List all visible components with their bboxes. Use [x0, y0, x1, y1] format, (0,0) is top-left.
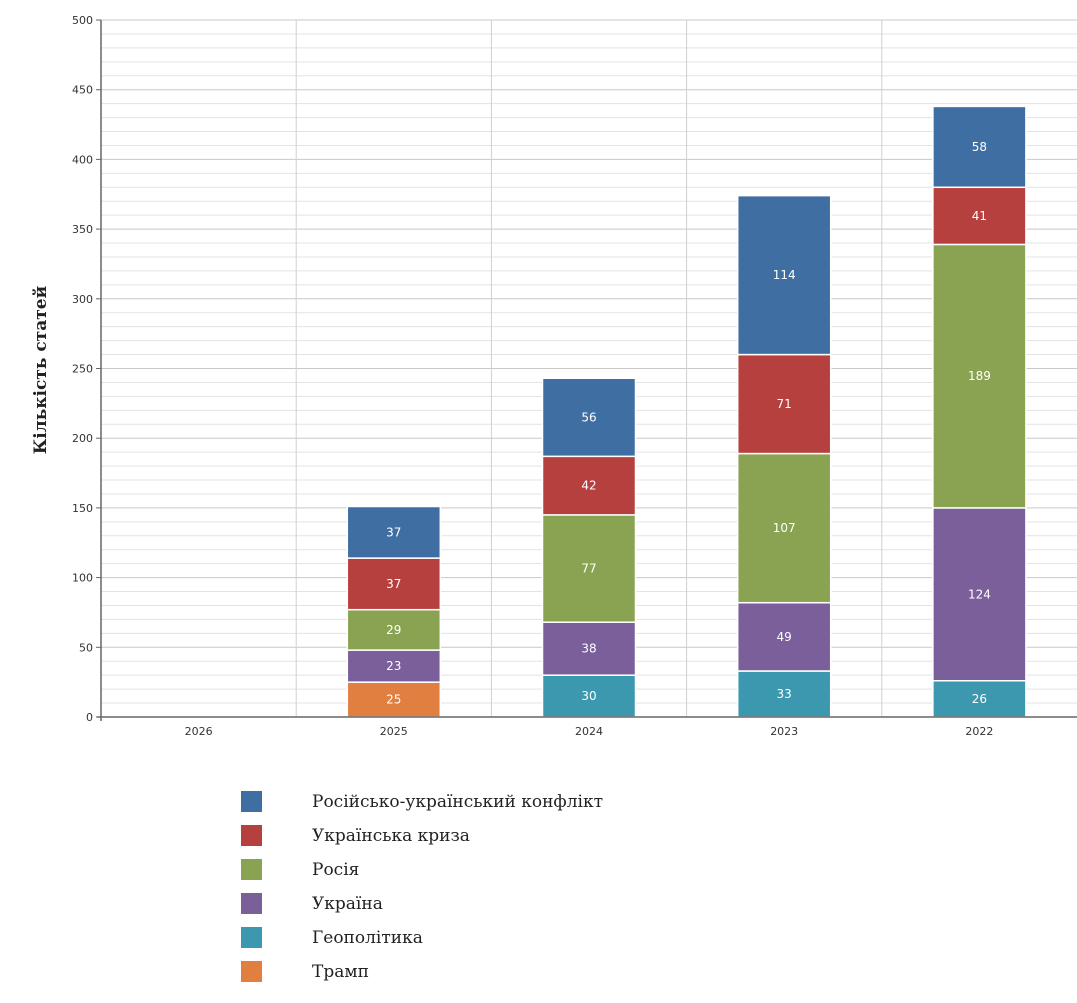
x-tick-label: 2026: [185, 725, 213, 738]
bar-segment: [346, 505, 442, 559]
bar-segment: [736, 452, 832, 604]
legend-swatch: [241, 859, 262, 880]
y-tick-label: 250: [72, 363, 93, 376]
bar-value-label: 37: [386, 525, 401, 539]
legend-swatch: [241, 825, 262, 846]
legend: Російсько-український конфлікт Українська…: [241, 791, 603, 982]
bar-value-label: 26: [972, 692, 987, 706]
axes: 0 50 100 150 200 250 300 350 400 450 500 2026 2025 20…: [72, 14, 1077, 738]
bar-segment: [932, 186, 1027, 246]
bar-value-label: 114: [773, 268, 796, 282]
bar-segment: [541, 455, 637, 516]
bar-segment: [541, 514, 637, 623]
bar-value-label: 33: [777, 687, 792, 701]
bar-segment: [346, 681, 442, 718]
bar-value-label: 29: [386, 623, 401, 637]
legend-swatch: [241, 791, 262, 812]
bar-value-label: 25: [386, 693, 401, 707]
legend-swatch: [241, 927, 262, 948]
bar-value-label: 41: [972, 209, 987, 223]
y-axis-label: Кількість статей: [31, 285, 51, 454]
bar-segment: [932, 507, 1027, 682]
legend-label: Росія: [312, 860, 359, 880]
bar-segment: [932, 105, 1027, 189]
x-tick-label: 2025: [380, 725, 408, 738]
bar-value-label: 58: [972, 140, 987, 154]
bar-value-label: 77: [581, 562, 596, 576]
y-tick-label: 350: [72, 223, 93, 236]
legend-label: Україна: [312, 894, 383, 914]
x-tick-label: 2022: [965, 725, 993, 738]
legend-label: Російсько-український конфлікт: [312, 792, 603, 812]
y-tick-label: 400: [72, 153, 93, 166]
y-tick-label: 50: [79, 641, 93, 654]
bar-segment: [346, 608, 442, 651]
y-tick-label: 500: [72, 14, 93, 27]
legend-label: Українська криза: [312, 826, 470, 846]
bar-value-label: 23: [386, 659, 401, 673]
x-tick-label: 2023: [770, 725, 798, 738]
bar-segment: [736, 601, 832, 672]
y-tick-label: 450: [72, 84, 93, 97]
bar-segment: [736, 194, 832, 356]
x-tick-label: 2024: [575, 725, 603, 738]
bar-value-label: 37: [386, 577, 401, 591]
bar-value-label: 49: [777, 630, 792, 644]
bars: 25 23 29 37 37 30 38 77 42 56 33 49 107 71 114 26 124 189…: [346, 105, 1027, 718]
legend-label: Трамп: [312, 962, 369, 982]
legend-swatch: [241, 961, 262, 982]
legend-swatch: [241, 893, 262, 914]
bar-segment: [736, 353, 832, 455]
legend-label: Геополітика: [312, 928, 423, 948]
bar-value-label: 71: [777, 397, 792, 411]
bar-value-label: 124: [968, 587, 991, 601]
y-tick-label: 100: [72, 572, 93, 585]
y-tick-label: 300: [72, 293, 93, 306]
bar-value-label: 107: [773, 521, 796, 535]
y-tick-label: 0: [86, 711, 93, 724]
bar-segment: [932, 680, 1027, 718]
y-tick-label: 150: [72, 502, 93, 515]
bar-segment: [541, 377, 637, 458]
bar-value-label: 42: [581, 479, 596, 493]
bar-value-label: 189: [968, 369, 991, 383]
bar-value-label: 30: [581, 689, 596, 703]
y-tick-label: 200: [72, 432, 93, 445]
bar-value-label: 56: [581, 410, 596, 424]
bar-value-label: 38: [581, 642, 596, 656]
